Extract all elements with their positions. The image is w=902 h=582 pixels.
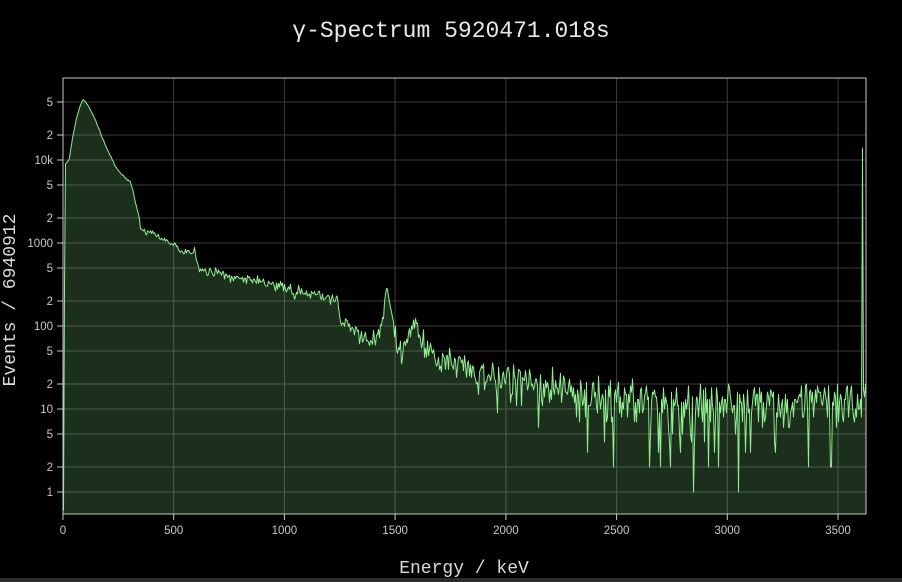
x-tick-label: 1500 <box>382 525 408 537</box>
y-tick-label: 10 <box>40 404 53 416</box>
x-tick-label: 0 <box>60 525 66 537</box>
chart-title: γ-Spectrum 5920471.018s <box>292 18 610 44</box>
y-tick-label: 10k <box>34 155 53 167</box>
y-tick-label: 2 <box>47 213 53 225</box>
x-tick-label: 2000 <box>493 525 519 537</box>
plot-border <box>62 77 867 515</box>
x-axis-title: Energy / keV <box>399 559 529 579</box>
y-tick-label: 2 <box>47 379 53 391</box>
y-tick-label: 2 <box>47 462 53 474</box>
y-tick-label: 100 <box>34 321 53 333</box>
y-tick-label: 5 <box>47 263 53 275</box>
y-tick-label: 5 <box>47 429 53 441</box>
window-bottom-edge <box>0 578 902 582</box>
x-tick-label: 2500 <box>604 525 630 537</box>
y-tick-label: 2 <box>47 296 53 308</box>
spectrum-trace[interactable] <box>63 99 866 511</box>
y-tick-label: 2 <box>47 130 53 142</box>
y-tick-label: 5 <box>47 97 53 109</box>
x-tick-label: 3000 <box>715 525 741 537</box>
y-tick-label: 1000 <box>27 238 53 250</box>
x-tick-label: 1000 <box>272 525 298 537</box>
spectrum-fill <box>63 99 866 514</box>
x-tick-label: 3500 <box>825 525 851 537</box>
y-tick-label: 5 <box>47 346 53 358</box>
y-tick-label: 1 <box>47 487 53 499</box>
y-tick-label: 5 <box>47 180 53 192</box>
x-tick-label: 500 <box>164 525 183 537</box>
